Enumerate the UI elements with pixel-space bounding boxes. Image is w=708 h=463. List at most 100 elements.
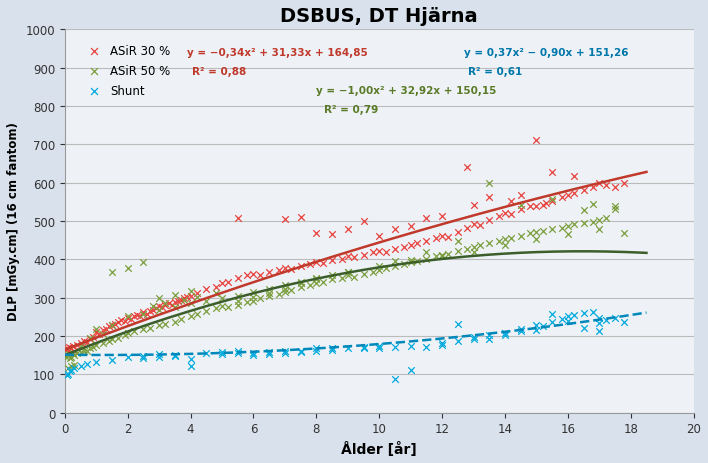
ASiR 30 % bbox=[232, 275, 244, 282]
ASiR 50 % bbox=[62, 352, 73, 359]
ASiR 30 % bbox=[122, 314, 133, 322]
ASiR 30 % bbox=[128, 313, 139, 320]
Shunt bbox=[484, 336, 495, 343]
ASiR 30 % bbox=[217, 280, 228, 287]
ASiR 30 % bbox=[326, 231, 338, 238]
ASiR 50 % bbox=[210, 305, 222, 313]
ASiR 50 % bbox=[515, 202, 526, 209]
Shunt bbox=[358, 344, 369, 351]
ASiR 30 % bbox=[358, 251, 369, 259]
Shunt bbox=[200, 350, 212, 357]
ASiR 50 % bbox=[610, 206, 621, 213]
Shunt bbox=[593, 319, 605, 327]
ASiR 50 % bbox=[484, 240, 495, 247]
ASiR 30 % bbox=[182, 294, 193, 301]
ASiR 50 % bbox=[405, 259, 416, 267]
ASiR 30 % bbox=[210, 284, 222, 291]
Shunt bbox=[217, 351, 228, 358]
Shunt bbox=[311, 347, 322, 355]
ASiR 50 % bbox=[232, 301, 244, 309]
ASiR 30 % bbox=[569, 173, 580, 180]
ASiR 50 % bbox=[593, 225, 605, 233]
ASiR 30 % bbox=[97, 327, 108, 334]
ASiR 50 % bbox=[169, 304, 181, 311]
Shunt bbox=[593, 314, 605, 322]
ASiR 30 % bbox=[374, 233, 385, 241]
ASiR 30 % bbox=[295, 214, 307, 221]
ASiR 30 % bbox=[374, 248, 385, 255]
ASiR 30 % bbox=[135, 313, 146, 320]
Shunt bbox=[232, 350, 244, 357]
ASiR 50 % bbox=[405, 257, 416, 264]
ASiR 50 % bbox=[191, 311, 202, 318]
ASiR 50 % bbox=[348, 273, 360, 281]
ASiR 50 % bbox=[222, 304, 234, 311]
Shunt bbox=[154, 351, 165, 358]
Legend: ASiR 30 %, ASiR 50 %, Shunt: ASiR 30 %, ASiR 50 %, Shunt bbox=[77, 40, 175, 102]
Shunt bbox=[185, 363, 196, 370]
ASiR 30 % bbox=[367, 249, 379, 257]
Shunt bbox=[248, 350, 259, 357]
ASiR 50 % bbox=[578, 220, 589, 227]
ASiR 50 % bbox=[84, 335, 96, 342]
Shunt bbox=[311, 345, 322, 352]
ASiR 30 % bbox=[62, 344, 73, 351]
ASiR 30 % bbox=[156, 304, 168, 311]
Shunt bbox=[232, 348, 244, 356]
Shunt bbox=[326, 346, 338, 353]
ASiR 50 % bbox=[311, 275, 322, 282]
Shunt bbox=[515, 328, 526, 336]
Shunt bbox=[64, 368, 75, 375]
ASiR 50 % bbox=[248, 297, 259, 305]
ASiR 30 % bbox=[75, 339, 86, 347]
ASiR 30 % bbox=[222, 278, 234, 286]
ASiR 50 % bbox=[499, 242, 510, 249]
ASiR 30 % bbox=[125, 315, 137, 323]
ASiR 50 % bbox=[374, 263, 385, 270]
ASiR 50 % bbox=[326, 276, 338, 283]
ASiR 30 % bbox=[285, 266, 297, 274]
ASiR 50 % bbox=[436, 251, 447, 259]
ASiR 50 % bbox=[593, 217, 605, 225]
ASiR 50 % bbox=[61, 354, 72, 361]
ASiR 50 % bbox=[263, 290, 275, 297]
ASiR 30 % bbox=[430, 235, 442, 243]
ASiR 50 % bbox=[232, 293, 244, 300]
ASiR 30 % bbox=[515, 206, 526, 213]
ASiR 50 % bbox=[279, 286, 290, 294]
ASiR 50 % bbox=[217, 295, 228, 302]
ASiR 30 % bbox=[468, 202, 479, 209]
ASiR 50 % bbox=[399, 261, 410, 268]
ASiR 50 % bbox=[72, 350, 83, 357]
ASiR 50 % bbox=[138, 326, 149, 333]
ASiR 50 % bbox=[317, 278, 329, 286]
Shunt bbox=[263, 351, 275, 358]
ASiR 50 % bbox=[78, 347, 89, 355]
ASiR 50 % bbox=[588, 200, 599, 208]
ASiR 30 % bbox=[474, 222, 486, 229]
ASiR 30 % bbox=[493, 213, 504, 221]
ASiR 50 % bbox=[279, 288, 290, 296]
ASiR 30 % bbox=[232, 215, 244, 222]
ASiR 30 % bbox=[78, 337, 89, 344]
ASiR 30 % bbox=[311, 259, 322, 267]
ASiR 30 % bbox=[499, 209, 510, 217]
ASiR 50 % bbox=[217, 303, 228, 310]
ASiR 30 % bbox=[556, 194, 567, 201]
Shunt bbox=[279, 347, 290, 355]
Shunt bbox=[122, 354, 133, 361]
ASiR 30 % bbox=[342, 253, 353, 261]
Shunt bbox=[452, 320, 464, 328]
Shunt bbox=[537, 323, 549, 331]
ASiR 50 % bbox=[106, 269, 118, 276]
ASiR 30 % bbox=[619, 181, 630, 188]
X-axis label: Ålder [år]: Ålder [år] bbox=[341, 441, 417, 456]
ASiR 30 % bbox=[169, 299, 181, 307]
Shunt bbox=[547, 318, 558, 325]
ASiR 50 % bbox=[562, 231, 573, 238]
ASiR 30 % bbox=[132, 312, 143, 319]
ASiR 30 % bbox=[100, 326, 111, 333]
ASiR 50 % bbox=[380, 264, 392, 272]
ASiR 50 % bbox=[119, 332, 130, 339]
Shunt bbox=[295, 349, 307, 356]
